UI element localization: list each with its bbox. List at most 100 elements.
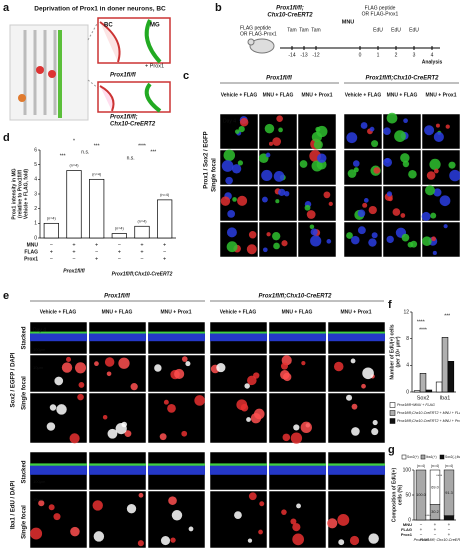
y-tick-label: 6 [34, 147, 37, 153]
cell [49, 404, 57, 411]
cell [351, 235, 360, 245]
cell-schematic [97, 17, 171, 113]
row-value: + [434, 527, 437, 532]
cell [167, 404, 176, 413]
tissue-layer [89, 463, 146, 466]
panel-letter: f [388, 299, 392, 311]
cell [94, 361, 99, 367]
label: Prox1fl/fl; [276, 6, 304, 12]
label: Tam [287, 27, 296, 33]
cell [421, 211, 431, 221]
panel-letter: c [183, 70, 189, 82]
cell [276, 115, 283, 122]
cell [220, 196, 231, 206]
cell [163, 399, 169, 405]
cell [273, 242, 280, 250]
row-value: + [50, 249, 53, 255]
cell [247, 375, 257, 386]
row-label: Single focal [22, 376, 28, 410]
cell [237, 160, 244, 166]
significance: *** [60, 153, 66, 159]
cell [304, 204, 311, 211]
legend-label: Prox1fl/fl;Chx10-CreERT2 + MNU + Prox1 [397, 419, 460, 423]
cell [301, 361, 306, 366]
row-value: + [118, 249, 121, 255]
y-axis-label: Composition of EdU(+) [391, 468, 397, 523]
micrograph [209, 490, 268, 549]
cell [387, 196, 393, 202]
label: MNU [342, 19, 355, 25]
cell [78, 381, 85, 388]
y-tick-label: 50 [405, 492, 411, 498]
cell [246, 417, 251, 422]
cell [232, 197, 237, 202]
cell [347, 169, 357, 178]
cell [160, 536, 171, 546]
significance: *** [444, 313, 450, 319]
row-label: MNU [27, 242, 39, 248]
chart-f: 0 4 8 12 Number of EdU(+) cells (per 10⁴ μm²)… [389, 309, 460, 424]
cell [258, 529, 263, 535]
cell [262, 196, 268, 203]
y-tick-label: 3 [34, 191, 37, 197]
cell [126, 504, 137, 514]
tissue-layer [148, 331, 205, 334]
cell [278, 127, 283, 133]
label: OR FLAG-Prox1 [240, 31, 277, 37]
cell [234, 129, 240, 134]
legend-label: Prox1fl/fl;Chx10-CreERT2 + MNU + FLAG [397, 411, 460, 415]
cell [106, 371, 112, 377]
cell [369, 126, 375, 132]
cell [227, 209, 236, 218]
n-label: (n=4) [417, 464, 425, 468]
cell [168, 496, 177, 505]
bar [447, 361, 455, 393]
tissue-layer [210, 465, 267, 475]
group-label: Prox1fl/fl [266, 76, 292, 82]
cell [408, 169, 417, 179]
cell [107, 428, 118, 439]
legend-swatch [420, 454, 426, 460]
row-value: + [420, 527, 423, 532]
tissue-layer [148, 465, 205, 475]
value-label: 100.0 [416, 493, 426, 497]
cell [386, 235, 394, 244]
label: Tam [311, 27, 320, 33]
cell [426, 171, 436, 180]
cell [231, 164, 242, 174]
cell [317, 153, 327, 163]
cell [293, 424, 300, 431]
label: Prox1fl/fl [110, 73, 136, 79]
cell [223, 149, 236, 162]
group-label: Prox1fl/fl;Chx10-CreERT2 [112, 271, 173, 277]
y-tick-label: 5 [34, 162, 37, 168]
y-tick-label: 100 [403, 467, 412, 473]
cell [170, 537, 176, 543]
cell [292, 533, 305, 546]
significance: n.s. [81, 149, 89, 155]
cell [346, 132, 358, 144]
scale-label: 100μm [33, 347, 46, 352]
cell [433, 131, 444, 142]
cell [188, 526, 194, 532]
cell [292, 523, 301, 532]
label: MG [150, 23, 160, 29]
row-label: Stacked [22, 460, 28, 483]
cell [66, 356, 72, 362]
row-label: Prox1 [401, 532, 413, 537]
row-value: − [420, 522, 423, 527]
cell [248, 492, 257, 501]
cell [278, 188, 286, 196]
micrograph [88, 392, 147, 444]
label: Chx10-CreERT2 [110, 122, 156, 128]
cell [181, 430, 188, 437]
cell [244, 383, 250, 389]
label: + Prox1 [145, 63, 164, 69]
day-label: Day 4 [33, 327, 46, 333]
y-axis-label: Prox1 intensity in MG [11, 168, 17, 219]
cell [54, 376, 64, 386]
cell [240, 403, 249, 412]
y-tick-label: 0 [34, 235, 37, 241]
row-value: − [118, 242, 121, 248]
